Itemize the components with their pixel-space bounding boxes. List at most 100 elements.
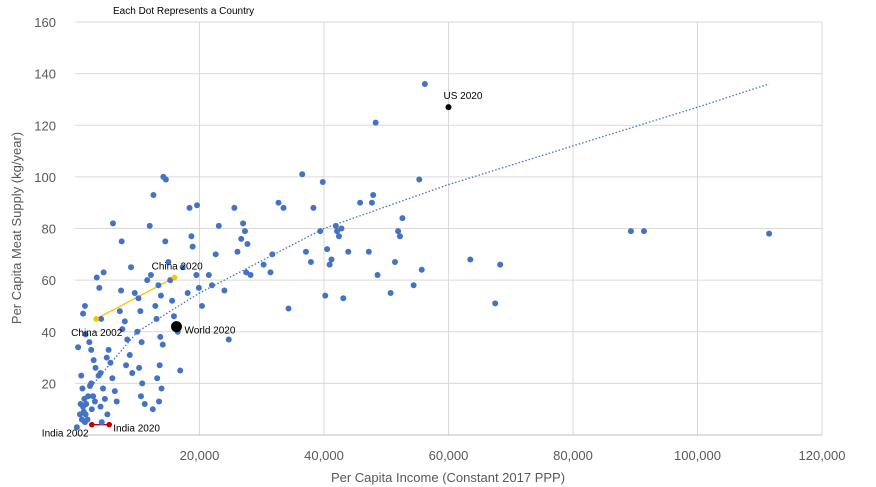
country-point [91, 398, 98, 405]
country-point [193, 271, 200, 278]
country-point [186, 204, 193, 211]
country-point [322, 292, 329, 299]
country-point [215, 222, 222, 229]
country-point [198, 302, 205, 309]
country-point [131, 290, 138, 297]
country-point [395, 228, 402, 235]
country-point [387, 290, 394, 297]
x-tick-label: 120,000 [799, 448, 846, 463]
china-2002-point [93, 316, 99, 322]
country-point [368, 199, 375, 206]
country-point [79, 385, 86, 392]
country-point [118, 238, 125, 245]
country-point [162, 238, 169, 245]
country-point [109, 220, 116, 227]
country-point [124, 336, 131, 343]
country-point [179, 264, 186, 271]
x-tick-label: 40,000 [304, 448, 344, 463]
country-point [234, 248, 241, 255]
country-point [396, 233, 403, 240]
country-point [189, 243, 196, 250]
country-point [269, 251, 276, 258]
country-point [113, 398, 120, 405]
country-point [205, 271, 212, 278]
country-point [162, 176, 169, 183]
country-point [372, 119, 379, 126]
country-point [88, 380, 95, 387]
country-point [86, 339, 93, 346]
country-point [421, 80, 428, 87]
country-point [184, 290, 191, 297]
x-tick-label: 20,000 [180, 448, 220, 463]
country-point [231, 204, 238, 211]
country-point [75, 344, 82, 351]
country-point [310, 204, 317, 211]
country-point [640, 228, 647, 235]
country-point [345, 248, 352, 255]
country-point [119, 326, 126, 333]
country-point [144, 277, 151, 284]
country-point [418, 266, 425, 273]
country-point [105, 346, 112, 353]
country-point [241, 228, 248, 235]
country-point [244, 240, 251, 247]
country-point [85, 393, 92, 400]
country-point [137, 308, 144, 315]
country-point [280, 204, 287, 211]
country-point [302, 248, 309, 255]
us-2020-point [445, 104, 452, 111]
india-2002-point [89, 421, 95, 428]
country-point [165, 259, 172, 266]
country-point [319, 179, 326, 186]
country-point [334, 228, 341, 235]
country-point [324, 246, 331, 253]
y-axis-title: Per Capita Meat Supply (kg/year) [9, 132, 24, 324]
country-point [332, 222, 339, 229]
country-point [100, 385, 107, 392]
country-point [149, 406, 156, 413]
country-point [627, 228, 634, 235]
country-point [195, 284, 202, 291]
country-point [338, 225, 345, 232]
country-point [90, 357, 97, 364]
country-point [123, 362, 130, 369]
annotation-china-2002: China 2002 [71, 328, 123, 339]
country-point [104, 411, 111, 418]
trendline-path [93, 83, 770, 384]
country-point [275, 199, 282, 206]
country-point [492, 300, 499, 307]
y-tick-label: 160 [34, 15, 56, 30]
annotation-china-2020: China 2020 [152, 262, 204, 273]
country-point [177, 367, 184, 374]
x-tick-label: 80,000 [553, 448, 593, 463]
country-point [221, 287, 228, 294]
trendline [93, 83, 770, 384]
country-point [88, 346, 95, 353]
country-point [267, 269, 274, 276]
country-point [98, 419, 105, 426]
country-point [285, 305, 292, 312]
country-point [243, 269, 250, 276]
country-point [188, 233, 195, 240]
annotations: US 2020 China 2020 China 2002 World 2020 Ind… [42, 91, 483, 439]
gridlines [75, 21, 823, 435]
china-path-line [95, 276, 175, 320]
country-point [78, 416, 85, 423]
country-point [240, 220, 247, 227]
country-point [357, 199, 364, 206]
country-point [370, 191, 377, 198]
country-point [73, 424, 80, 431]
country-point [138, 339, 145, 346]
annotation-india-2020: India 2020 [113, 424, 160, 435]
country-point [170, 313, 177, 320]
x-axis-title: Per Capita Income (Constant 2017 PPP) [331, 470, 565, 485]
annotation-us-2020: US 2020 [444, 91, 483, 102]
country-point [141, 401, 148, 408]
country-point [156, 398, 163, 405]
country-point [150, 191, 157, 198]
y-tick-label: 60 [42, 273, 56, 288]
country-point [137, 393, 144, 400]
annotation-world-2020: World 2020 [184, 326, 235, 337]
country-point [118, 287, 125, 294]
